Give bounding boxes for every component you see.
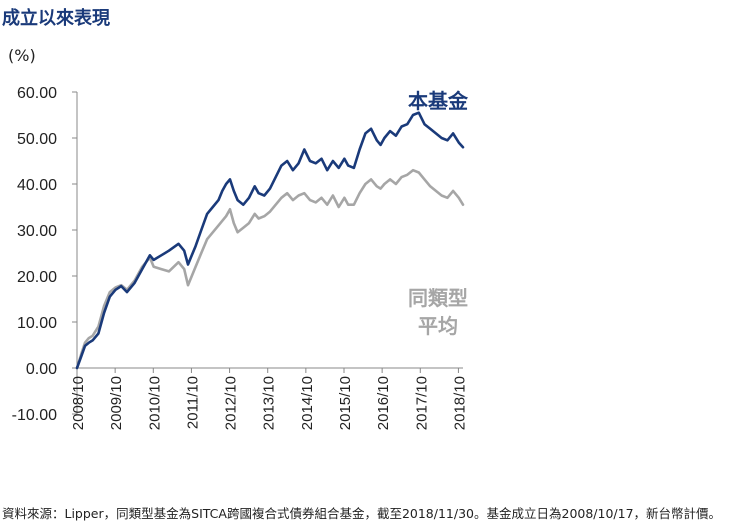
x-axis: 2008/10 2009/10 2010/10 2011/10 2012/10 2013/…	[70, 367, 468, 430]
y-tick-label: 10.00	[17, 315, 57, 332]
x-tick-label: 2018/10	[451, 376, 468, 430]
y-tick-label: 0.00	[26, 361, 57, 378]
y-tick-label: 30.00	[17, 223, 57, 240]
series-labels: 本基金 同類型 平均	[408, 89, 469, 338]
series-line-peer-average	[75, 168, 465, 370]
series-line-fund	[75, 111, 465, 370]
series-label-peer-average-line1: 同類型	[408, 286, 468, 310]
x-tick-label: 2011/10	[184, 376, 201, 429]
source-footnote: 資料來源：Lipper，同類型基金為SITCA跨國複合式債券組合基金，截至201…	[2, 506, 722, 521]
x-tick-label: 2008/10	[70, 376, 87, 430]
x-tick-label: 2013/10	[261, 376, 278, 430]
x-tick-label: 2015/10	[337, 376, 354, 430]
y-tick-label: -10.00	[12, 407, 57, 424]
series-layer	[75, 111, 465, 370]
x-tick-label: 2009/10	[108, 376, 125, 430]
x-tick-label: 2017/10	[413, 376, 430, 430]
y-tick-label: 60.00	[17, 85, 57, 102]
series-label-fund: 本基金	[408, 89, 469, 113]
y-axis-unit-label: (%)	[8, 46, 36, 65]
y-axis: 60.00 50.00 40.00 30.00 20.00 10.00 0.00 -10.00	[12, 85, 78, 424]
y-tick-label: 40.00	[17, 177, 57, 194]
x-tick-label: 2014/10	[299, 376, 316, 430]
y-tick-label: 50.00	[17, 131, 57, 148]
x-tick-label: 2012/10	[223, 376, 240, 430]
y-tick-label: 20.00	[17, 269, 57, 286]
page-title: 成立以來表現	[2, 8, 110, 29]
x-tick-label: 2010/10	[146, 376, 163, 430]
series-label-peer-average-line2: 平均	[418, 314, 458, 338]
x-tick-label: 2016/10	[375, 376, 392, 430]
